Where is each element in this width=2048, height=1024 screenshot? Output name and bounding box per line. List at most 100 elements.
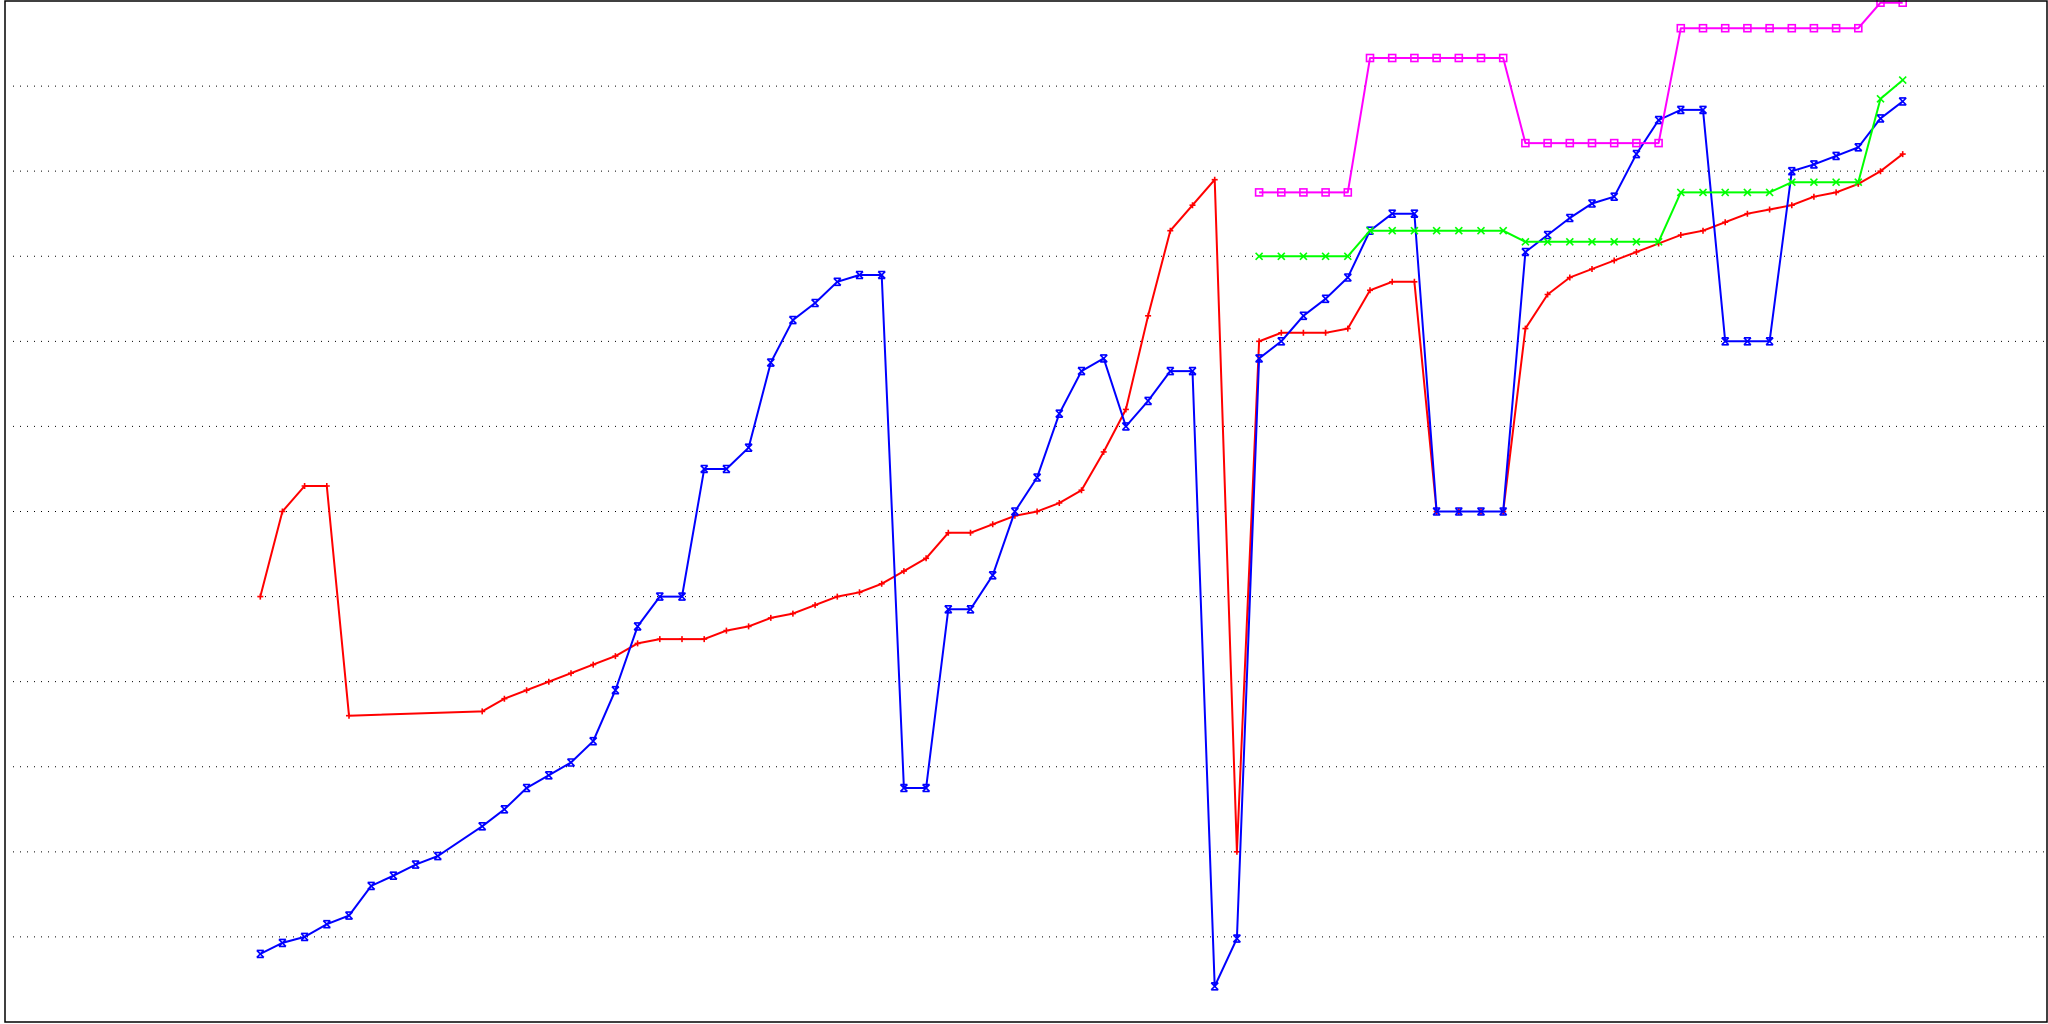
plus-marker: [1566, 274, 1573, 281]
series-1-point-42: [1278, 329, 1285, 336]
series-2-point-17: [633, 622, 642, 631]
square-marker: [1632, 138, 1641, 148]
plus-marker: [767, 614, 774, 621]
series-2-point-15: [589, 736, 598, 746]
series-3-point-24: [1765, 188, 1774, 197]
series-2-point-46: [1277, 336, 1286, 346]
series-2-point-49: [1343, 273, 1352, 282]
plus-marker: [1788, 202, 1795, 209]
plus-marker: [1211, 176, 1218, 183]
x-square-marker: [300, 932, 309, 942]
square-marker: [1476, 53, 1486, 63]
square-marker: [1898, 0, 1907, 8]
plus-marker: [1145, 312, 1152, 319]
series-2-point-31: [944, 604, 953, 614]
x-square-marker: [389, 871, 398, 881]
series-3-point-5: [1343, 252, 1352, 261]
series-1-point-1: [257, 593, 264, 600]
x-square-marker: [1898, 97, 1907, 106]
x-marker: [1632, 237, 1641, 246]
series-1-point-53: [1522, 325, 1529, 332]
series-4-point-15: [1565, 138, 1575, 148]
series-2-point-73: [1876, 114, 1885, 123]
x-square-marker: [833, 277, 842, 287]
series-2-point-30: [922, 783, 931, 793]
x-square-marker: [677, 592, 687, 601]
series-3-point-9: [1432, 226, 1441, 235]
series-2-line: [259, 100, 1904, 988]
x-square-marker: [966, 604, 975, 614]
x-square-marker: [1854, 143, 1863, 152]
series-1-point-40: [1233, 848, 1240, 855]
series-2-point-66: [1721, 336, 1730, 346]
series-2-point-19: [677, 592, 687, 601]
series-3-line: [1259, 79, 1904, 258]
series-2-point-5: [344, 911, 354, 920]
series-3-point-4: [1321, 252, 1330, 261]
plus-marker: [1522, 325, 1529, 332]
series-3-point-6: [1365, 226, 1375, 235]
series-1-point-54: [1544, 291, 1551, 298]
x-square-marker: [1587, 199, 1597, 208]
plus-marker: [723, 627, 730, 634]
plus-marker: [523, 687, 530, 694]
plus-marker: [257, 593, 264, 600]
series-1-point-69: [1877, 168, 1884, 175]
series-1-point-8: [523, 687, 530, 694]
x-square-marker: [1277, 336, 1286, 346]
series-1-point-7: [501, 695, 508, 702]
series-4-point-1: [1254, 188, 1264, 197]
square-marker: [1321, 188, 1330, 197]
plus-marker: [1766, 206, 1773, 213]
plus-marker: [1389, 278, 1396, 285]
x-square-marker: [478, 821, 487, 831]
x-square-marker: [1832, 151, 1841, 161]
x-square-marker: [1055, 409, 1064, 419]
series-1-point-29: [989, 521, 996, 528]
series-1-point-28: [967, 529, 974, 536]
square-marker: [1743, 23, 1752, 33]
series-3-point-12: [1499, 226, 1508, 235]
series-1-point-41: [1256, 338, 1263, 345]
series-3-point-27: [1832, 178, 1841, 187]
plus-marker: [568, 670, 574, 677]
x-marker: [1299, 252, 1308, 261]
plus-marker: [1300, 329, 1307, 336]
series-1-point-56: [1589, 266, 1595, 272]
plus-marker: [1078, 487, 1085, 494]
series-4-point-29: [1876, 0, 1885, 8]
series-1-point-63: [1744, 210, 1751, 217]
series-4-point-27: [1831, 23, 1841, 33]
x-marker: [1499, 226, 1508, 235]
series-2-point-59: [1565, 213, 1574, 223]
x-marker: [1476, 226, 1486, 235]
series-2-point-41: [1166, 366, 1175, 376]
square-marker: [1609, 138, 1619, 148]
x-square-marker: [367, 881, 376, 891]
x-marker: [1410, 226, 1419, 235]
plus-marker: [1677, 232, 1684, 238]
series-3-point-17: [1610, 237, 1619, 246]
series-2-point-2: [278, 938, 287, 948]
series-2-point-44: [1232, 934, 1241, 943]
x-marker: [1321, 252, 1330, 261]
x-marker: [1854, 178, 1863, 187]
x-square-marker: [1743, 336, 1752, 346]
series-1-point-31: [1034, 508, 1041, 515]
x-marker: [1832, 178, 1841, 187]
plus-marker: [878, 580, 885, 587]
series-4-point-28: [1854, 23, 1863, 33]
series-2-point-52: [1410, 209, 1419, 218]
series-2: [256, 97, 1907, 991]
x-marker: [1809, 178, 1818, 187]
square-marker: [1809, 23, 1819, 33]
square-marker: [1587, 138, 1597, 148]
plus-marker: [1167, 227, 1174, 234]
plus-marker: [612, 653, 619, 660]
plus-marker: [900, 568, 907, 575]
plus-marker: [923, 555, 930, 562]
series-4-point-14: [1543, 138, 1552, 148]
x-square-marker: [922, 783, 931, 793]
series-2-point-21: [722, 464, 731, 474]
